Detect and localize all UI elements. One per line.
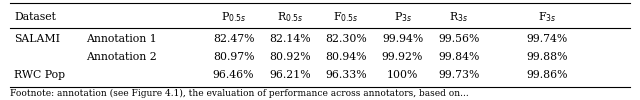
Text: 99.92%: 99.92%	[382, 52, 423, 62]
Text: 80.97%: 80.97%	[213, 52, 254, 62]
Text: 80.94%: 80.94%	[326, 52, 367, 62]
Text: P$_{0.5s}$: P$_{0.5s}$	[221, 11, 246, 24]
Text: 99.56%: 99.56%	[438, 34, 479, 44]
Text: F$_{0.5s}$: F$_{0.5s}$	[333, 11, 359, 24]
Text: Annotation 2: Annotation 2	[86, 52, 157, 62]
Text: 99.84%: 99.84%	[438, 52, 479, 62]
Text: 100%: 100%	[387, 70, 419, 80]
Text: 99.73%: 99.73%	[438, 70, 479, 80]
Text: 99.74%: 99.74%	[527, 34, 568, 44]
Text: 96.33%: 96.33%	[325, 70, 367, 80]
Text: 99.94%: 99.94%	[382, 34, 423, 44]
Text: RWC Pop: RWC Pop	[14, 70, 65, 80]
Text: 82.47%: 82.47%	[213, 34, 254, 44]
Text: F$_{3s}$: F$_{3s}$	[538, 11, 556, 24]
Text: 99.88%: 99.88%	[527, 52, 568, 62]
Text: R$_{0.5s}$: R$_{0.5s}$	[277, 11, 303, 24]
Text: R$_{3s}$: R$_{3s}$	[449, 11, 468, 24]
Text: 82.30%: 82.30%	[325, 34, 367, 44]
Text: Footnote: annotation (see Figure 4.1), the evaluation of performance across anno: Footnote: annotation (see Figure 4.1), t…	[10, 89, 468, 98]
Text: 99.86%: 99.86%	[527, 70, 568, 80]
Text: Annotation 1: Annotation 1	[86, 34, 157, 44]
Text: P$_{3s}$: P$_{3s}$	[394, 11, 412, 24]
Text: 80.92%: 80.92%	[269, 52, 311, 62]
Text: Dataset: Dataset	[14, 12, 56, 22]
Text: SALAMI: SALAMI	[14, 34, 60, 44]
Text: 82.14%: 82.14%	[269, 34, 311, 44]
Text: 96.21%: 96.21%	[269, 70, 311, 80]
Text: 96.46%: 96.46%	[213, 70, 254, 80]
